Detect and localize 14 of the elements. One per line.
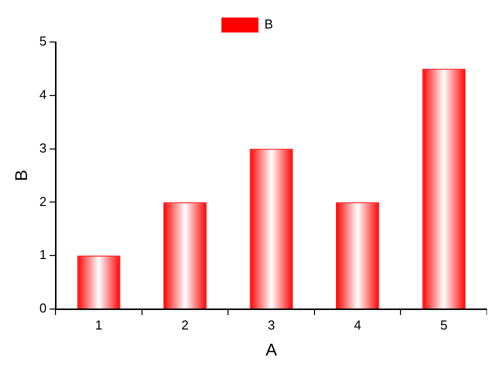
x-tick-label: 2 — [181, 317, 189, 332]
y-tick-label: 3 — [39, 140, 47, 156]
y-axis-title: B — [12, 170, 31, 182]
x-tick-label: 1 — [95, 317, 102, 332]
y-tick-label: 4 — [39, 86, 47, 102]
x-tick-label: 4 — [354, 317, 362, 332]
y-tick-label: 5 — [39, 34, 47, 49]
x-tick-label: 3 — [268, 317, 275, 332]
y-tick-label: 0 — [39, 300, 47, 316]
y-tick-label: 1 — [39, 247, 47, 262]
x-axis-title: A — [266, 340, 278, 360]
y-tick-label: 2 — [39, 194, 47, 209]
x-tick-label: 5 — [440, 317, 448, 332]
legend-label: B — [264, 16, 274, 32]
